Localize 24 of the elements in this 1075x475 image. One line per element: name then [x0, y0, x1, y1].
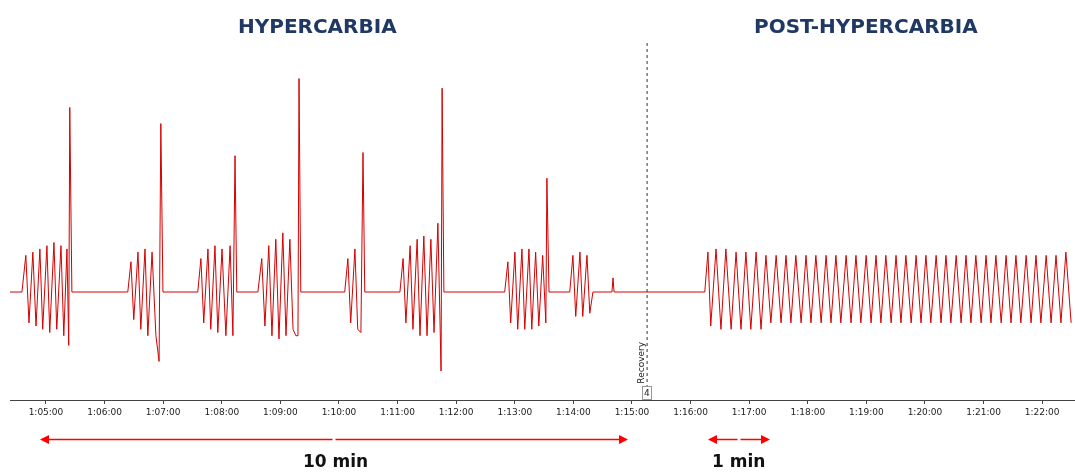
text: POST-HYPERCARBIA: [754, 14, 979, 38]
x-tick-label: 1:08:00: [204, 406, 240, 417]
x-tick-label: 1:06:00: [87, 406, 123, 417]
x-tick-label: 1:22:00: [1024, 406, 1060, 417]
x-tick-label: 1:19:00: [849, 406, 885, 417]
x-tick-label: 1:13:00: [497, 406, 533, 417]
x-tick-label: 1:18:00: [790, 406, 826, 417]
x-tick-label: 1:12:00: [438, 406, 474, 417]
x-tick-label: 1:05:00: [28, 406, 64, 417]
x-tick-label: 1:07:00: [145, 406, 181, 417]
text: 10 min: [303, 451, 369, 471]
x-tick-label: 1:16:00: [673, 406, 709, 417]
x-tick-label: 1:21:00: [966, 406, 1002, 417]
x-tick-label: 1:09:00: [263, 406, 298, 417]
x-tick-label: 1:10:00: [321, 406, 357, 417]
text: HYPERCARBIA: [238, 14, 398, 38]
x-tick-label: 1:11:00: [380, 406, 416, 417]
x-tick-label: 1:17:00: [731, 406, 767, 417]
x-tick-label: 1:15:00: [614, 406, 650, 417]
ref-line-label: Recovery: [635, 341, 646, 384]
annotation: 4: [644, 388, 650, 398]
text: 1 min: [712, 451, 766, 471]
x-tick-label: 1:14:00: [556, 406, 591, 417]
x-tick-label: 1:20:00: [907, 406, 943, 417]
